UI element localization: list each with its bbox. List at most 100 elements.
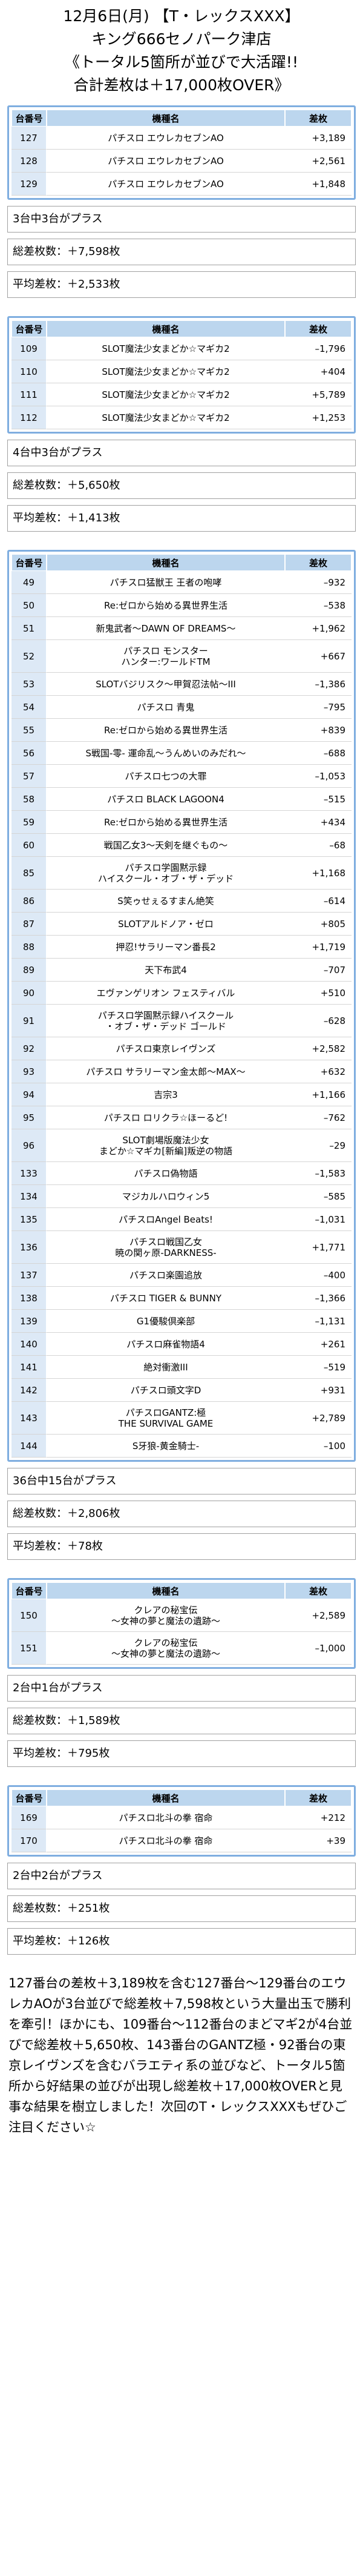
coin-difference: +1,719 <box>285 936 352 959</box>
machine-name: パチスロ エウレカセブンAO <box>47 150 285 173</box>
table-row: 112 SLOT魔法少女まどか☆マギカ2 +1,253 <box>11 406 352 429</box>
coin-difference: –1,131 <box>285 1310 352 1333</box>
machine-name: SLOT魔法少女まどか☆マギカ2 <box>47 406 285 429</box>
table-row: 144 S牙狼-黄金騎士- –100 <box>11 1435 352 1458</box>
table-row: 87 SLOTアルドノア・ゼロ +805 <box>11 913 352 936</box>
machine-number: 88 <box>11 936 47 959</box>
coin-difference: –29 <box>285 1129 352 1162</box>
results-table-frame: 台番号 機種名 差枚 127 パチスロ エウレカセブンAO +3,189 128 パチスロ エ… <box>7 105 356 200</box>
machine-name: SLOTバジリスク〜甲賀忍法帖〜III <box>47 673 285 696</box>
machine-name: パチスロ偽物語 <box>47 1162 285 1185</box>
table-row: 142 パチスロ頭文字D +931 <box>11 1379 352 1402</box>
coin-difference: –1,000 <box>285 1632 352 1665</box>
machine-name: パチスロ モンスター ハンター:ワールドTM <box>47 640 285 673</box>
result-section: 台番号 機種名 差枚 150 クレアの秘宝伝 〜女神の夢と魔法の遺跡〜 +2,589 151… <box>7 1578 356 1767</box>
machine-name: パチスロAngel Beats! <box>47 1208 285 1231</box>
machine-name: SLOTアルドノア・ゼロ <box>47 913 285 936</box>
machine-number: 139 <box>11 1310 47 1333</box>
results-sections: 台番号 機種名 差枚 127 パチスロ エウレカセブンAO +3,189 128 パチスロ エ… <box>7 105 356 1955</box>
machine-number: 60 <box>11 834 47 857</box>
table-row: 134 マジカルハロウィン5 –585 <box>11 1185 352 1208</box>
table-row: 57 パチスロ七つの大罪 –1,053 <box>11 765 352 788</box>
machine-number: 151 <box>11 1632 47 1665</box>
coin-difference: –100 <box>285 1435 352 1458</box>
machine-number: 95 <box>11 1106 47 1129</box>
table-row: 93 パチスロ サラリーマン金太郎〜MAX〜 +632 <box>11 1060 352 1083</box>
coin-difference: –1,796 <box>285 337 352 360</box>
machine-name: S牙狼-黄金騎士- <box>47 1435 285 1458</box>
machine-number: 86 <box>11 890 47 913</box>
coin-difference: +1,168 <box>285 857 352 890</box>
table-row: 60 戦国乙女3〜天剣を継ぐもの〜 –68 <box>11 834 352 857</box>
table-row: 110 SLOT魔法少女まどか☆マギカ2 +404 <box>11 360 352 383</box>
table-row: 170 パチスロ北斗の拳 宿命 +39 <box>11 1829 352 1852</box>
column-header-difference: 差枚 <box>285 320 352 337</box>
table-row: 129 パチスロ エウレカセブンAO +1,848 <box>11 173 352 196</box>
plus-count-box: 4台中3台がプラス <box>7 440 356 466</box>
machine-name: S笑ゥせぇるすまん絶笑 <box>47 890 285 913</box>
result-section: 台番号 機種名 差枚 49 パチスロ猛獣王 王者の咆哮 –932 50 Re:ゼロから始める異… <box>7 550 356 1560</box>
machine-number: 137 <box>11 1264 47 1287</box>
table-row: 140 パチスロ麻雀物語4 +261 <box>11 1333 352 1356</box>
coin-difference: –1,053 <box>285 765 352 788</box>
column-header-number: 台番号 <box>11 1582 47 1599</box>
table-header-row: 台番号 機種名 差枚 <box>11 1789 352 1806</box>
machine-name: エヴァンゲリオン フェスティバル <box>47 982 285 1005</box>
table-row: 50 Re:ゼロから始める異世界生活 –538 <box>11 594 352 617</box>
coin-difference: +931 <box>285 1379 352 1402</box>
coin-difference: –538 <box>285 594 352 617</box>
table-row: 135 パチスロAngel Beats! –1,031 <box>11 1208 352 1231</box>
total-difference-box: 総差枚数：＋1,589枚 <box>7 1708 356 1734</box>
table-row: 143 パチスロGANTZ:極 THE SURVIVAL GAME +2,789 <box>11 1402 352 1435</box>
coin-difference: –400 <box>285 1264 352 1287</box>
machine-name: パチスロ サラリーマン金太郎〜MAX〜 <box>47 1060 285 1083</box>
machine-name: パチスロ エウレカセブンAO <box>47 173 285 196</box>
machine-name: 新鬼武者〜DAWN OF DREAMS〜 <box>47 617 285 640</box>
coin-difference: +2,561 <box>285 150 352 173</box>
table-row: 51 新鬼武者〜DAWN OF DREAMS〜 +1,962 <box>11 617 352 640</box>
column-header-difference: 差枚 <box>285 1582 352 1599</box>
table-row: 141 絶対衝激III –519 <box>11 1356 352 1379</box>
coin-difference: +404 <box>285 360 352 383</box>
results-table: 台番号 機種名 差枚 150 クレアの秘宝伝 〜女神の夢と魔法の遺跡〜 +2,589 151… <box>11 1582 352 1665</box>
machine-number: 170 <box>11 1829 47 1852</box>
coin-difference: +3,189 <box>285 127 352 150</box>
column-header-machine: 機種名 <box>47 554 285 571</box>
machine-name: パチスロ七つの大罪 <box>47 765 285 788</box>
total-difference-box: 総差枚数：＋251枚 <box>7 1895 356 1922</box>
machine-name: パチスロ学園黙示録ハイスクール ・オブ・ザ・デッド ゴールド <box>47 1005 285 1037</box>
machine-name: パチスロ猛獣王 王者の咆哮 <box>47 571 285 594</box>
machine-name: クレアの秘宝伝 〜女神の夢と魔法の遺跡〜 <box>47 1632 285 1665</box>
machine-number: 142 <box>11 1379 47 1402</box>
machine-number: 96 <box>11 1129 47 1162</box>
header-total: 合計差枚は＋17,000枚OVER》 <box>73 76 290 94</box>
machine-name: パチスロ BLACK LAGOON4 <box>47 788 285 811</box>
machine-name: パチスロ東京レイヴンズ <box>47 1037 285 1060</box>
coin-difference: –614 <box>285 890 352 913</box>
column-header-number: 台番号 <box>11 110 47 127</box>
table-row: 133 パチスロ偽物語 –1,583 <box>11 1162 352 1185</box>
machine-number: 50 <box>11 594 47 617</box>
table-row: 96 SLOT劇場版魔法少女 まどか☆マギカ[新編]叛逆の物語 –29 <box>11 1129 352 1162</box>
machine-number: 112 <box>11 406 47 429</box>
table-row: 86 S笑ゥせぇるすまん絶笑 –614 <box>11 890 352 913</box>
machine-number: 57 <box>11 765 47 788</box>
plus-count-box: 36台中15台がプラス <box>7 1468 356 1494</box>
column-header-number: 台番号 <box>11 554 47 571</box>
machine-number: 87 <box>11 913 47 936</box>
table-row: 52 パチスロ モンスター ハンター:ワールドTM +667 <box>11 640 352 673</box>
machine-name: パチスロGANTZ:極 THE SURVIVAL GAME <box>47 1402 285 1435</box>
table-row: 151 クレアの秘宝伝 〜女神の夢と魔法の遺跡〜 –1,000 <box>11 1632 352 1665</box>
coin-difference: –795 <box>285 696 352 719</box>
results-table-frame: 台番号 機種名 差枚 169 パチスロ北斗の拳 宿命 +212 170 パチスロ北斗の拳 宿命… <box>7 1785 356 1857</box>
coin-difference: –1,366 <box>285 1287 352 1310</box>
page: 12月6日(月) 【T・レックスXXX】 キング666セノパーク津店 《トータル… <box>7 7 356 2135</box>
machine-number: 135 <box>11 1208 47 1231</box>
results-table: 台番号 機種名 差枚 127 パチスロ エウレカセブンAO +3,189 128 パチスロ エ… <box>11 110 352 196</box>
coin-difference: +839 <box>285 719 352 742</box>
machine-number: 134 <box>11 1185 47 1208</box>
table-row: 127 パチスロ エウレカセブンAO +3,189 <box>11 127 352 150</box>
machine-number: 136 <box>11 1231 47 1264</box>
table-row: 111 SLOT魔法少女まどか☆マギカ2 +5,789 <box>11 383 352 406</box>
coin-difference: +1,166 <box>285 1083 352 1106</box>
